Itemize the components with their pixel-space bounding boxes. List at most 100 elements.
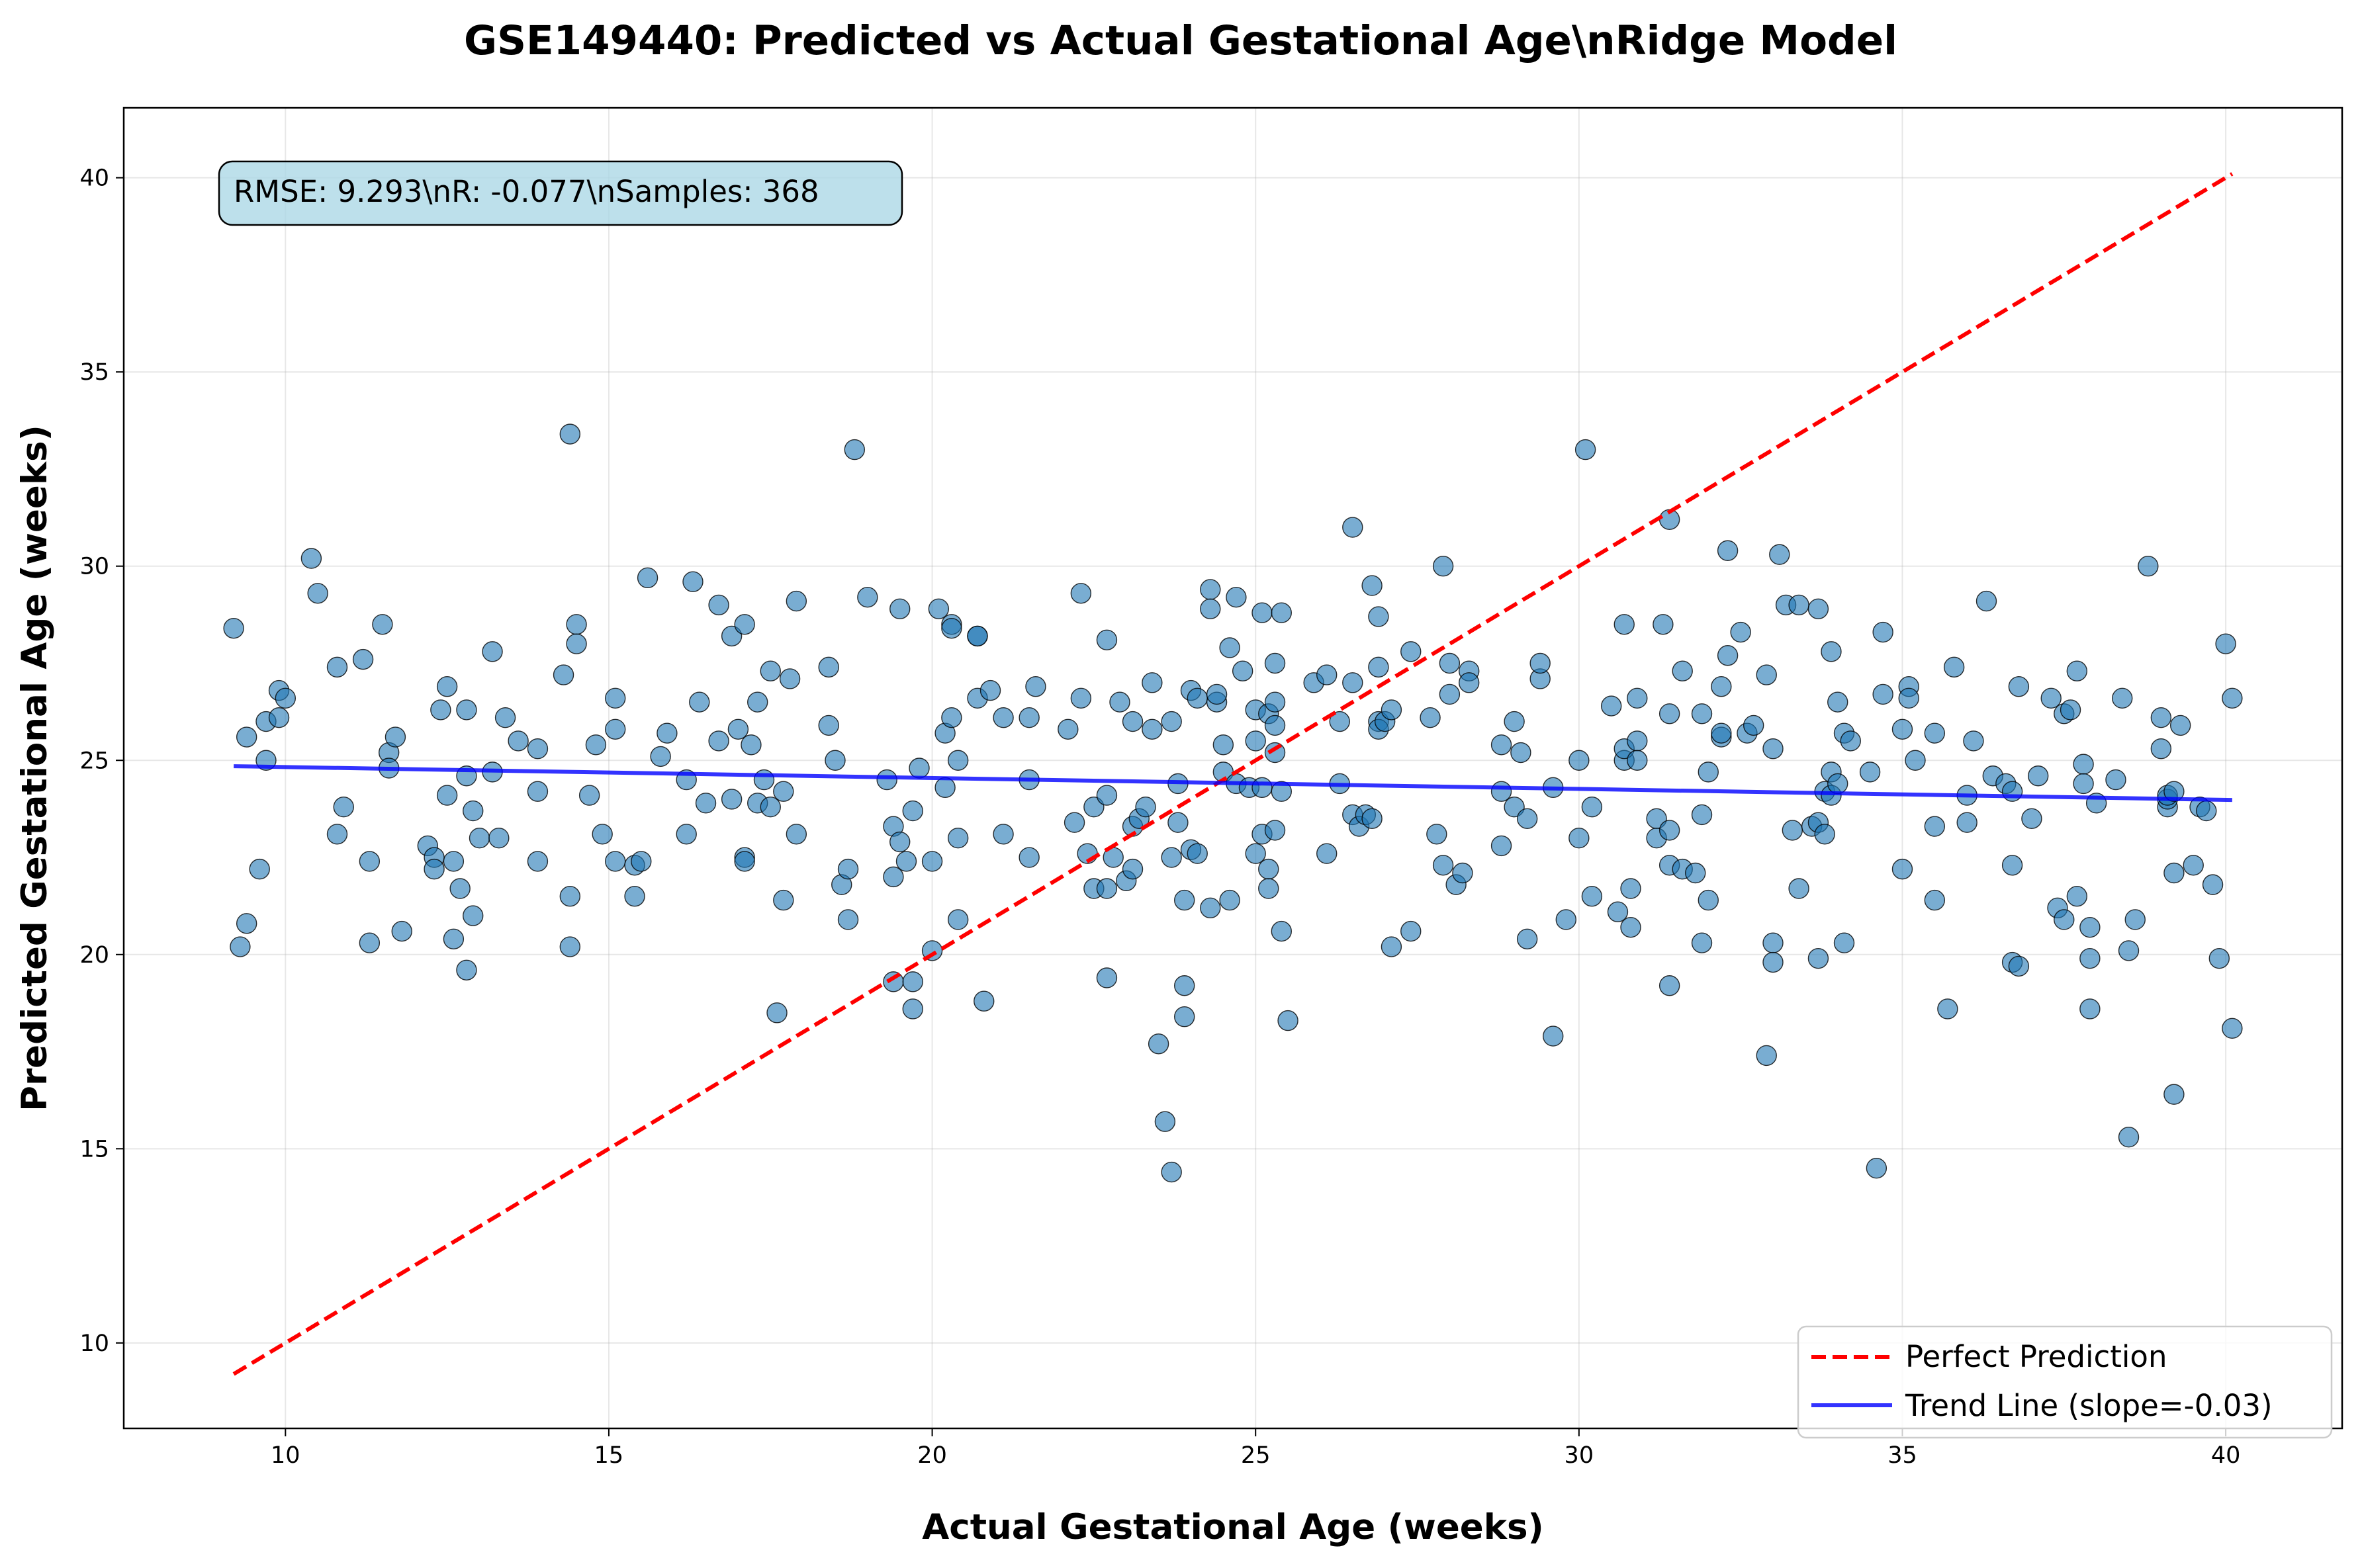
data-point bbox=[1381, 936, 1402, 957]
data-point bbox=[1691, 804, 1713, 826]
data-point bbox=[249, 858, 270, 880]
data-point bbox=[1258, 858, 1279, 880]
data-point bbox=[2079, 947, 2101, 969]
data-point bbox=[2215, 633, 2236, 654]
data-point bbox=[1762, 932, 1784, 953]
data-point bbox=[883, 971, 904, 992]
data-point bbox=[1135, 797, 1156, 818]
data-point bbox=[657, 722, 678, 744]
data-point bbox=[947, 750, 969, 771]
data-point bbox=[1083, 797, 1105, 818]
axis-ticks: 10 15 20 25 30 35 40 10 15 20 25 30 35 40 bbox=[79, 165, 2240, 1469]
data-point bbox=[909, 758, 930, 779]
data-point bbox=[1827, 691, 1848, 713]
data-point bbox=[275, 687, 296, 709]
data-point bbox=[1891, 858, 1913, 880]
data-point bbox=[708, 730, 729, 752]
data-point bbox=[1691, 932, 1713, 953]
data-point bbox=[1821, 641, 1842, 662]
data-point bbox=[1361, 808, 1383, 830]
data-point bbox=[766, 1002, 788, 1024]
data-point bbox=[1342, 672, 1363, 693]
data-point bbox=[1963, 730, 1984, 752]
data-point bbox=[463, 905, 484, 926]
data-point bbox=[1226, 586, 1247, 608]
data-point bbox=[1490, 835, 1512, 857]
data-point bbox=[1516, 928, 1538, 950]
data-point bbox=[1924, 722, 1946, 744]
data-point bbox=[857, 586, 878, 608]
data-point bbox=[223, 617, 244, 639]
x-tick-label: 15 bbox=[594, 1442, 624, 1469]
stats-text: RMSE: 9.293\nR: -0.077\nSamples: 368 bbox=[234, 174, 819, 209]
data-point bbox=[1174, 889, 1195, 911]
data-point bbox=[391, 920, 412, 942]
data-point bbox=[1976, 590, 1997, 612]
data-point bbox=[1439, 683, 1461, 705]
data-point bbox=[1698, 889, 1719, 911]
data-point bbox=[818, 656, 839, 678]
data-point bbox=[1543, 1025, 1564, 1047]
data-point bbox=[773, 889, 794, 911]
data-point bbox=[818, 715, 839, 736]
data-point bbox=[2124, 909, 2146, 930]
data-point bbox=[747, 691, 768, 713]
data-point bbox=[967, 625, 988, 647]
data-point bbox=[494, 707, 516, 728]
data-point bbox=[1187, 843, 1208, 864]
data-point bbox=[2196, 800, 2217, 822]
data-point bbox=[1439, 652, 1461, 674]
data-point bbox=[1316, 664, 1338, 685]
legend-label-trend-line: Trend Line (slope=-0.03) bbox=[1905, 1388, 2273, 1423]
data-point bbox=[385, 726, 406, 748]
data-point bbox=[359, 851, 381, 872]
data-point bbox=[883, 866, 904, 888]
data-point bbox=[1251, 777, 1273, 799]
data-point bbox=[463, 800, 484, 822]
data-point bbox=[559, 936, 581, 957]
data-point bbox=[1658, 703, 1680, 724]
data-point bbox=[2001, 781, 2023, 802]
data-point bbox=[1555, 909, 1576, 930]
data-point bbox=[947, 827, 969, 849]
data-point bbox=[527, 738, 549, 760]
data-point bbox=[1672, 660, 1693, 681]
data-point bbox=[1264, 715, 1286, 736]
data-point bbox=[974, 990, 995, 1012]
legend-label-perfect-prediction: Perfect Prediction bbox=[1905, 1339, 2167, 1374]
data-point bbox=[2150, 707, 2172, 728]
data-point bbox=[902, 800, 923, 822]
data-point bbox=[1627, 750, 1648, 771]
data-point bbox=[1245, 843, 1266, 864]
data-point bbox=[637, 567, 659, 589]
plot-frame bbox=[122, 107, 2343, 1430]
data-point bbox=[1717, 540, 1739, 561]
data-point bbox=[1142, 719, 1163, 740]
data-point bbox=[1627, 730, 1648, 752]
data-point bbox=[1174, 1006, 1195, 1027]
data-point bbox=[734, 614, 755, 635]
data-point bbox=[1756, 664, 1777, 685]
data-point bbox=[1568, 750, 1590, 771]
x-tick-label: 40 bbox=[2211, 1442, 2241, 1469]
data-point bbox=[2073, 754, 2094, 775]
y-tick-label: 20 bbox=[79, 942, 109, 969]
data-point bbox=[760, 660, 781, 681]
scatter-points bbox=[223, 423, 2243, 1183]
data-point bbox=[786, 824, 807, 845]
data-point bbox=[1251, 602, 1273, 623]
y-tick-label: 25 bbox=[79, 748, 109, 774]
data-point bbox=[1516, 808, 1538, 830]
data-point bbox=[1264, 691, 1286, 713]
data-point bbox=[1058, 719, 1079, 740]
data-point bbox=[1025, 676, 1046, 697]
data-point bbox=[2073, 773, 2094, 795]
data-point bbox=[1658, 820, 1680, 841]
data-point bbox=[1698, 762, 1719, 783]
data-point bbox=[1711, 676, 1732, 697]
data-point bbox=[449, 878, 471, 899]
data-point bbox=[578, 785, 600, 806]
data-point bbox=[1581, 886, 1603, 907]
data-point bbox=[2066, 660, 2088, 681]
